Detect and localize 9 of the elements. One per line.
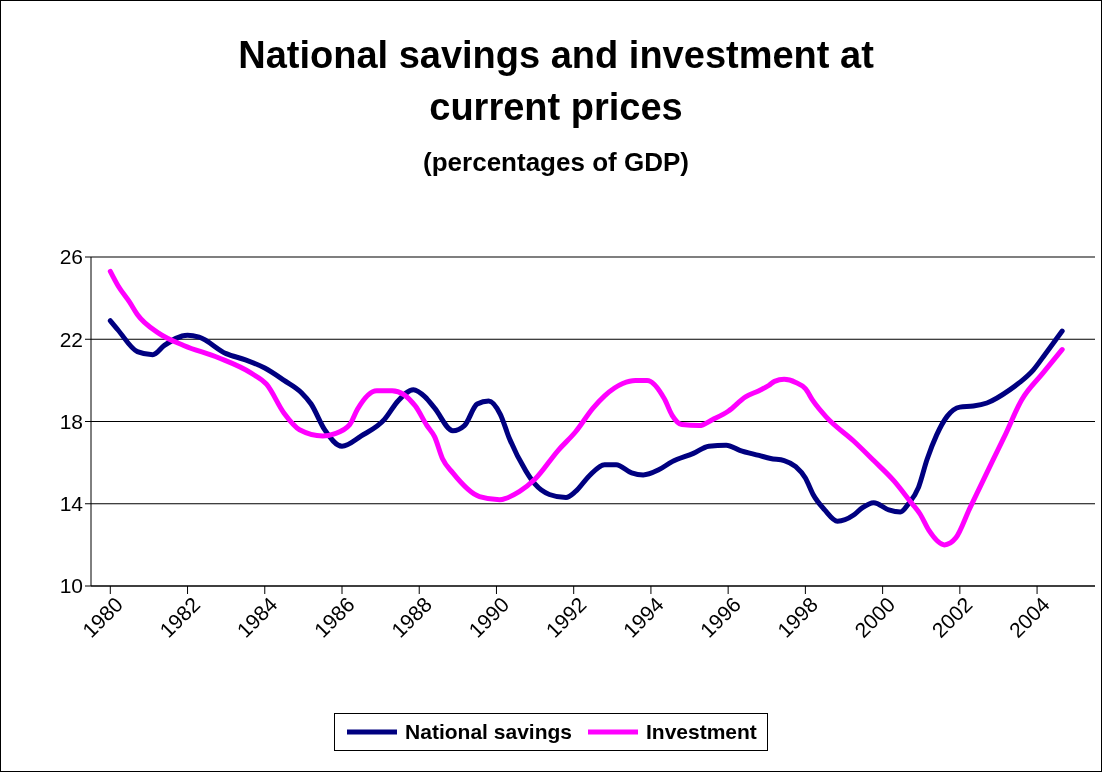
legend-label: Investment — [646, 720, 757, 744]
y-tick-label: 14 — [59, 492, 84, 516]
y-tick-label: 18 — [59, 409, 83, 433]
chart-subtitle: (percentages of GDP) — [422, 147, 690, 178]
y-tick-label: 10 — [59, 574, 83, 598]
chart-title: National savings and investment at current prices — [237, 33, 875, 130]
y-tick-label: 26 — [59, 245, 83, 269]
y-tick-label: 22 — [59, 327, 83, 351]
legend-label: National savings — [405, 720, 572, 744]
